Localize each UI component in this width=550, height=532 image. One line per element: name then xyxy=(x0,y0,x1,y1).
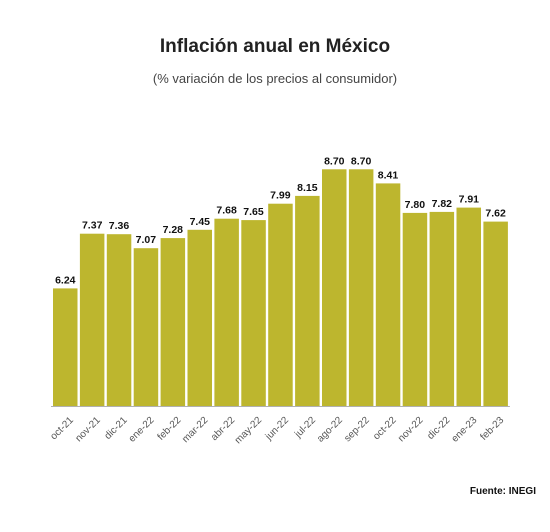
value-label-oct-21: 6.24 xyxy=(55,274,76,286)
value-label-jul-22: 8.15 xyxy=(297,182,318,194)
x-tick-label-nov-22: nov-22 xyxy=(396,415,426,445)
x-tick-label-ago-22: ago-22 xyxy=(315,415,345,445)
bar-dic-22 xyxy=(429,211,455,406)
x-tick-label-feb-23: feb-23 xyxy=(478,415,506,443)
value-label-ene-22: 7.07 xyxy=(136,234,157,246)
bar-nov-21 xyxy=(79,233,105,406)
value-label-dic-22: 7.82 xyxy=(432,198,453,210)
bar-abr-22 xyxy=(214,218,239,406)
x-tick-label-oct-22: oct-22 xyxy=(371,415,399,443)
x-tick-label-sep-22: sep-22 xyxy=(342,415,372,445)
bar-ago-22 xyxy=(322,169,347,406)
bar-jun-22 xyxy=(268,203,293,406)
x-tick-label-nov-21: nov-21 xyxy=(73,415,103,445)
value-label-sep-22: 8.70 xyxy=(351,155,372,167)
x-tick-label-feb-22: feb-22 xyxy=(156,415,184,443)
bar-oct-21 xyxy=(53,288,78,406)
value-label-nov-22: 7.80 xyxy=(405,199,426,211)
source-note: Fuente: INEGI xyxy=(469,486,536,497)
value-label-ene-23: 7.91 xyxy=(459,194,480,206)
bar-nov-22 xyxy=(402,212,428,406)
value-label-nov-21: 7.37 xyxy=(82,220,103,232)
bar-feb-22 xyxy=(160,238,186,406)
value-label-dic-21: 7.36 xyxy=(109,220,130,232)
x-tick-label-oct-21: oct-21 xyxy=(49,415,77,443)
value-label-feb-23: 7.62 xyxy=(485,208,506,220)
bar-oct-22 xyxy=(375,183,401,406)
value-label-may-22: 7.65 xyxy=(243,206,264,218)
bar-ene-23 xyxy=(456,207,481,406)
value-label-oct-22: 8.41 xyxy=(378,169,399,181)
x-tick-label-mar-22: mar-22 xyxy=(180,415,210,445)
x-tick-label-ene-22: ene-22 xyxy=(127,415,157,445)
value-label-feb-22: 7.28 xyxy=(163,224,184,236)
bar-dic-21 xyxy=(106,234,132,406)
x-tick-label-may-22: may-22 xyxy=(233,415,265,447)
bar-may-22 xyxy=(241,220,266,406)
bar-sep-22 xyxy=(348,169,374,406)
bar-mar-22 xyxy=(187,229,212,406)
value-label-ago-22: 8.70 xyxy=(324,155,345,167)
x-tick-label-dic-22: dic-22 xyxy=(425,415,452,442)
x-tick-label-jun-22: jun-22 xyxy=(263,415,291,443)
value-labels-layer: 6.24 7.37 7.36 7.07 7.28 7.45 7.68 7.65 7.99 8.15… xyxy=(55,155,506,286)
x-tick-label-dic-21: dic-21 xyxy=(103,415,130,442)
x-tick-label-ene-23: ene-23 xyxy=(450,415,480,445)
value-label-mar-22: 7.45 xyxy=(190,216,211,228)
chart-subtitle: (% variación de los precios al consumido… xyxy=(152,71,398,86)
bar-jul-22 xyxy=(295,195,320,406)
bar-feb-23 xyxy=(483,221,508,406)
bar-ene-22 xyxy=(133,248,159,406)
chart-title: Inflación anual en México xyxy=(159,36,391,57)
bars-layer xyxy=(53,169,508,406)
value-label-abr-22: 7.68 xyxy=(216,205,237,217)
value-label-jun-22: 7.99 xyxy=(270,190,291,202)
